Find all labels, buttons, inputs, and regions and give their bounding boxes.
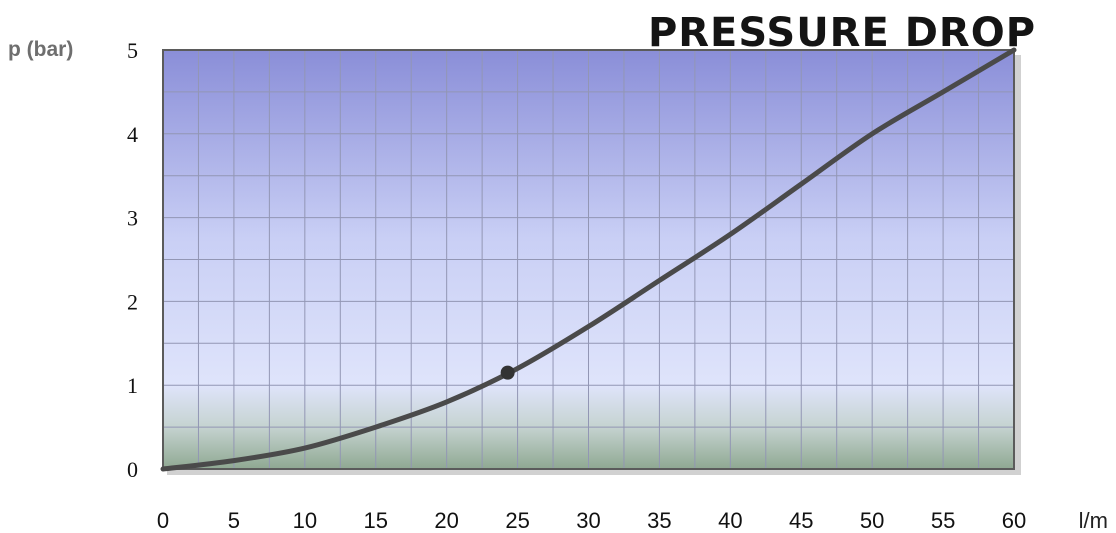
- x-tick-label: 50: [860, 508, 884, 533]
- x-tick-label: 45: [789, 508, 813, 533]
- x-tick-label: 30: [576, 508, 600, 533]
- y-tick-label: 4: [127, 122, 138, 147]
- grid: [163, 50, 1014, 469]
- chart-title: PRESSURE DROP: [648, 10, 1036, 56]
- x-tick-label: 0: [157, 508, 169, 533]
- x-tick-label: 20: [434, 508, 458, 533]
- y-tick-label: 1: [127, 373, 138, 398]
- x-tick-label: 35: [647, 508, 671, 533]
- y-tick-labels: 0 1 2 3 4 5: [127, 38, 138, 482]
- y-tick-label: 5: [127, 38, 138, 63]
- x-axis-label: l/m: [1079, 508, 1108, 533]
- y-tick-label: 2: [127, 289, 138, 314]
- y-tick-label: 3: [127, 206, 138, 231]
- x-tick-label: 60: [1002, 508, 1026, 533]
- x-tick-label: 15: [364, 508, 388, 533]
- x-tick-label: 5: [228, 508, 240, 533]
- x-tick-label: 25: [505, 508, 529, 533]
- data-point-marker: [500, 365, 515, 380]
- x-tick-label: 55: [931, 508, 955, 533]
- markers: [500, 365, 515, 380]
- y-tick-label: 0: [127, 457, 138, 482]
- x-tick-label: 10: [293, 508, 317, 533]
- y-axis-label: p (bar): [8, 38, 73, 61]
- plot-frame: [162, 49, 1015, 470]
- x-tick-labels: 0 5 10 15 20 25 30 35 40 45 50 55 60: [157, 508, 1026, 533]
- x-tick-label: 40: [718, 508, 742, 533]
- pressure-drop-line: [160, 47, 1017, 472]
